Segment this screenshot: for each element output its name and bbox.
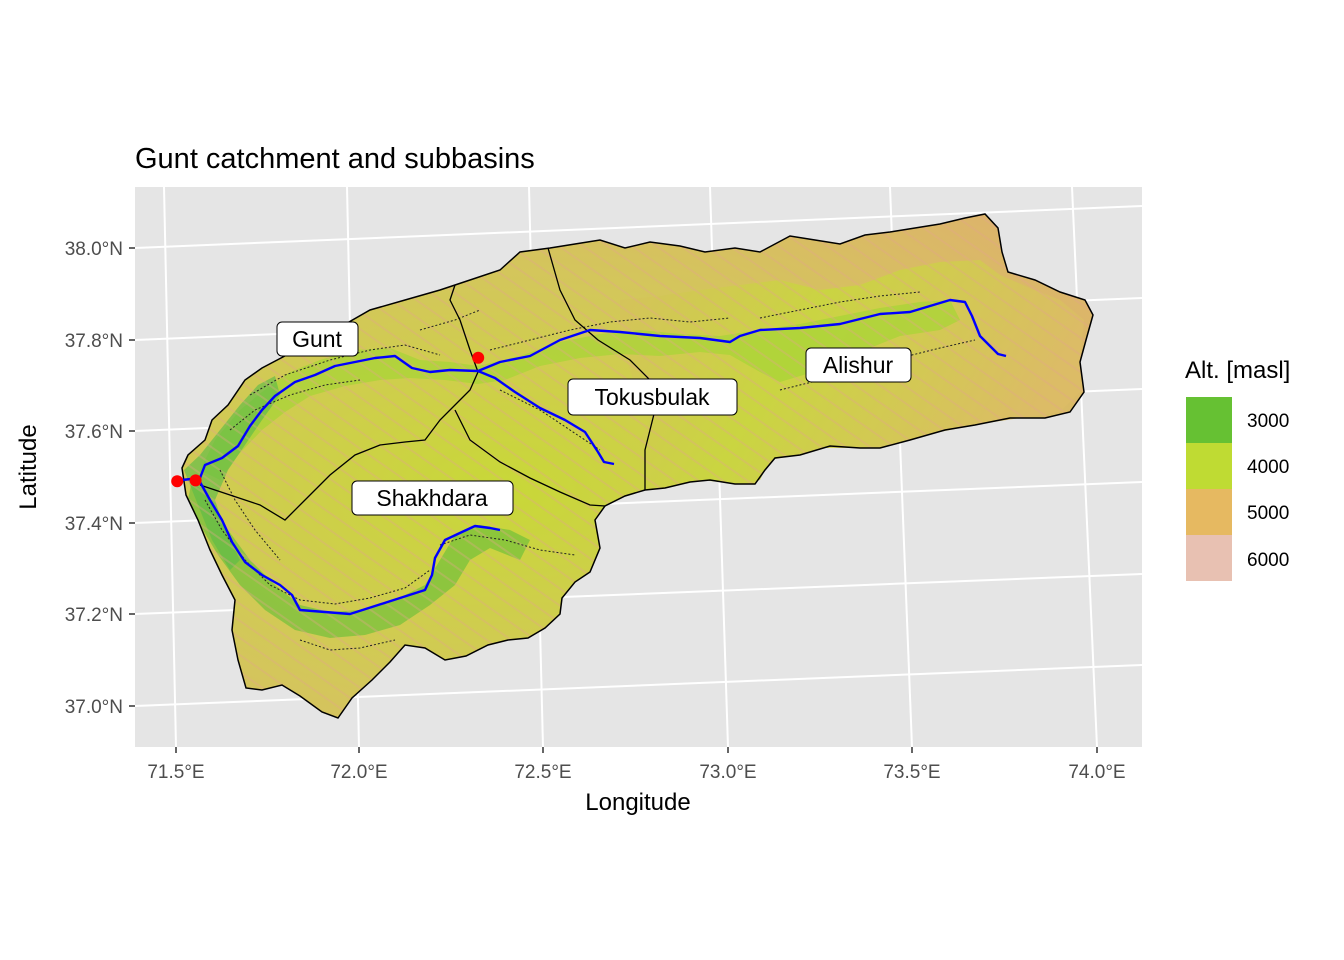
- y-axis-title: Latitude: [15, 424, 42, 509]
- rivers: [181, 298, 1007, 616]
- x-axis-title: Longitude: [585, 789, 690, 816]
- label-shakhdara-text: Shakhdara: [376, 485, 487, 511]
- contour-line: [204, 499, 431, 605]
- river-tokusbulak: [477, 369, 615, 466]
- x-tick-label: 72.0°E: [330, 762, 387, 783]
- y-tick-label: 37.4°N: [65, 514, 123, 535]
- x-tick-labels: 71.5°E 72.0°E 72.5°E 73.0°E 73.5°E 74.0°…: [147, 762, 1125, 783]
- contour-line: [219, 469, 281, 561]
- legend-swatch-6000: [1186, 535, 1232, 581]
- y-tick-labels: 38.0°N 37.8°N 37.6°N 37.4°N 37.2°N 37.0°…: [65, 239, 123, 718]
- legend-swatch-3000: [1186, 397, 1232, 443]
- subbasin-labels: Gunt Tokusbulak Alishur Shakhdara: [276, 321, 912, 516]
- y-tick-label: 38.0°N: [65, 239, 123, 260]
- gauges: [171, 351, 485, 488]
- subbasin-boundaries: [199, 247, 656, 521]
- label-box: [567, 378, 738, 416]
- legend-swatch-5000: [1186, 489, 1232, 535]
- label-shakhdara: Shakhdara: [351, 480, 514, 516]
- x-tick-label: 71.5°E: [147, 762, 204, 783]
- legend: Alt. [masl] 3000 4000 5000 6000: [1185, 357, 1290, 581]
- legend-label: 3000: [1247, 411, 1289, 432]
- legend-label: 4000: [1247, 457, 1289, 478]
- label-box: [276, 321, 359, 357]
- meridian-71-5: [163, 187, 177, 747]
- legend-label: 6000: [1247, 550, 1289, 571]
- label-gunt: Gunt: [276, 321, 359, 357]
- y-axis: [129, 247, 135, 707]
- x-tick-label: 72.5°E: [514, 762, 571, 783]
- catchment-boundary: [181, 213, 1094, 719]
- contour-line: [489, 317, 731, 351]
- label-box: [351, 480, 514, 516]
- label-alishur-text: Alishur: [823, 352, 894, 378]
- terrain-ridges: [182, 214, 1093, 718]
- gauge-point-3: [472, 351, 485, 364]
- y-tick-label: 37.8°N: [65, 331, 123, 352]
- boundary-tokusbulak-alishur: [547, 247, 656, 490]
- x-tick-label: 73.0°E: [699, 762, 756, 783]
- label-tokusbulak: Tokusbulak: [567, 378, 738, 416]
- contour-line: [439, 534, 576, 556]
- contour-line: [229, 379, 361, 431]
- legend-swatch-4000: [1186, 443, 1232, 489]
- meridian-74-0: [1071, 187, 1098, 747]
- contour-line: [419, 309, 481, 331]
- gauge-point-1: [171, 475, 184, 488]
- y-tick-label: 37.6°N: [65, 422, 123, 443]
- label-alishur: Alishur: [805, 347, 912, 383]
- x-axis: [175, 747, 1098, 753]
- contour-line: [759, 291, 921, 319]
- label-gunt-text: Gunt: [292, 326, 342, 352]
- y-tick-label: 37.0°N: [65, 697, 123, 718]
- x-tick-label: 74.0°E: [1068, 762, 1125, 783]
- river-gunt: [181, 298, 1007, 482]
- x-tick-label: 73.5°E: [883, 762, 940, 783]
- legend-label: 5000: [1247, 503, 1289, 524]
- legend-title: Alt. [masl]: [1185, 357, 1290, 384]
- boundary-shakhdara-tokusbulak: [454, 409, 606, 507]
- river-shakhdara: [198, 481, 501, 616]
- label-box: [805, 347, 912, 383]
- parallel-37-0: [135, 664, 1142, 707]
- label-tokusbulak-text: Tokusbulak: [594, 384, 710, 410]
- plot-title: Gunt catchment and subbasins: [135, 143, 535, 175]
- boundary-gunt-shakhdara: [199, 371, 479, 521]
- parallel-38-0: [135, 205, 1142, 249]
- gauge-point-2: [189, 474, 202, 487]
- y-tick-label: 37.2°N: [65, 605, 123, 626]
